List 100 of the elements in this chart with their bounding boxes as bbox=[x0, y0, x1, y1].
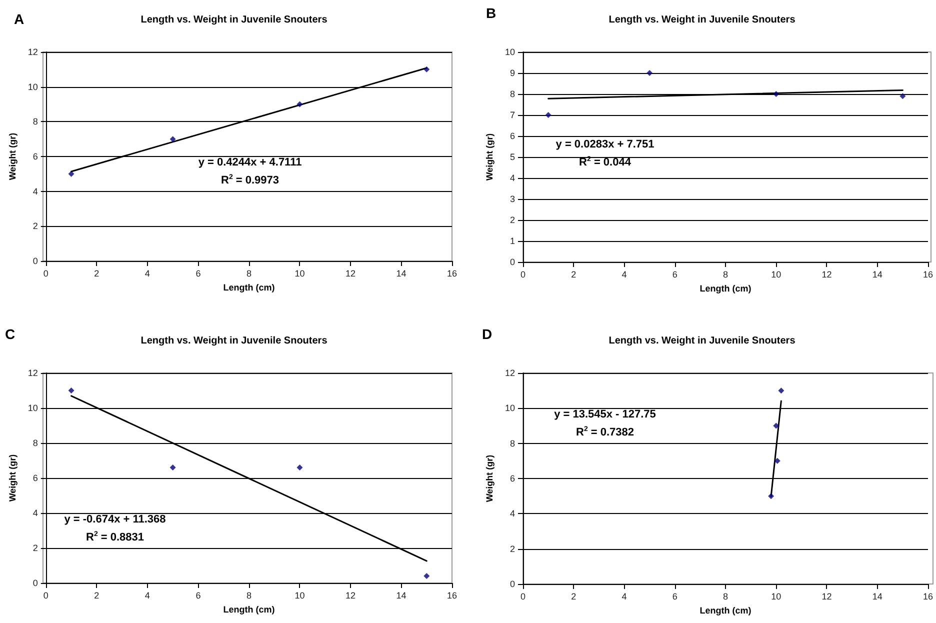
annotation: y = 0.4244x + 4.7111 bbox=[198, 156, 302, 168]
x-tick-label: 6 bbox=[196, 268, 201, 278]
x-tick-label: 10 bbox=[771, 592, 782, 602]
point bbox=[424, 66, 430, 72]
y-tick-label: 2 bbox=[510, 215, 515, 225]
chart-title: Length vs. Weight in Juvenile Snouters bbox=[608, 14, 796, 26]
x-tick-label: 14 bbox=[872, 592, 882, 602]
x-tick-label: 8 bbox=[246, 590, 252, 600]
point bbox=[646, 70, 653, 76]
point bbox=[774, 458, 780, 464]
x-tick-label: 0 bbox=[43, 268, 48, 278]
y-tick-label: 6 bbox=[32, 473, 38, 483]
y-tick-label: 0 bbox=[32, 256, 38, 266]
y-tick-label: 12 bbox=[28, 47, 38, 57]
point bbox=[900, 93, 906, 100]
y-axis-title: Weight (gr) bbox=[484, 454, 495, 502]
x-tick-label: 14 bbox=[872, 270, 882, 280]
y-tick-label: 7 bbox=[510, 110, 515, 120]
point bbox=[545, 112, 552, 118]
x-tick-label: 14 bbox=[396, 268, 406, 278]
point bbox=[773, 422, 780, 429]
annotation: y = 13.545x - 127.75 bbox=[554, 408, 656, 420]
chart-title: Length vs. Weight in Juvenile Snouters bbox=[140, 336, 328, 346]
x-axis-title: Length (cm) bbox=[223, 604, 275, 614]
text: C bbox=[5, 326, 16, 342]
y-tick-label: 6 bbox=[32, 152, 38, 162]
y-tick-label: 12 bbox=[504, 368, 515, 378]
annotation: y = -0.674x + 11.368 bbox=[64, 514, 166, 526]
point bbox=[68, 170, 74, 177]
point bbox=[424, 573, 430, 579]
point bbox=[68, 388, 74, 394]
x-tick-label: 10 bbox=[771, 270, 782, 280]
x-axis-title: Length (cm) bbox=[223, 282, 275, 292]
text: B bbox=[486, 5, 496, 21]
x-tick-label: 12 bbox=[345, 590, 356, 600]
y-tick-label: 0 bbox=[510, 257, 515, 267]
y-tick-label: 10 bbox=[504, 403, 515, 414]
y-axis-title: Weight (gr) bbox=[484, 133, 495, 181]
y-tick-label: 12 bbox=[28, 368, 38, 378]
y-tick-label: 4 bbox=[32, 508, 38, 518]
y-tick-label: 4 bbox=[510, 173, 515, 183]
y-tick-label: 10 bbox=[28, 403, 38, 413]
y-tick-label: 9 bbox=[510, 68, 515, 78]
y-axis-title: Weight (gr) bbox=[8, 454, 18, 502]
x-tick-label: 2 bbox=[571, 270, 576, 280]
x-tick-label: 12 bbox=[345, 268, 356, 278]
point bbox=[778, 388, 784, 394]
y-tick-label: 8 bbox=[32, 438, 38, 448]
x-axis-title: Length (cm) bbox=[700, 284, 752, 294]
chart-title: Length vs. Weight in Juvenile Snouters bbox=[608, 336, 796, 346]
x-tick-label: 4 bbox=[144, 590, 150, 600]
x-tick-label: 6 bbox=[672, 592, 678, 602]
x-tick-label: 16 bbox=[446, 590, 458, 600]
x-tick-label: 4 bbox=[622, 270, 627, 280]
x-tick-label: 2 bbox=[94, 590, 100, 600]
y-tick-label: 6 bbox=[510, 474, 515, 484]
text: A bbox=[14, 11, 24, 27]
point bbox=[768, 493, 774, 500]
annotation: y = 0.0283x + 7.751 bbox=[556, 138, 654, 150]
y-tick-label: 4 bbox=[32, 186, 38, 196]
x-tick-label: 16 bbox=[922, 270, 933, 280]
x-tick-label: 12 bbox=[822, 270, 832, 280]
x-tick-label: 4 bbox=[622, 592, 627, 602]
text: D bbox=[482, 326, 492, 342]
x-tick-label: 16 bbox=[922, 592, 933, 602]
x-tick-label: 6 bbox=[672, 270, 678, 280]
chart-title: Length vs. Weight in Juvenile Snouters bbox=[140, 14, 328, 26]
point bbox=[170, 136, 176, 142]
y-tick-label: 10 bbox=[28, 82, 38, 92]
x-tick-label: 0 bbox=[43, 590, 48, 600]
y-tick-label: 4 bbox=[510, 508, 515, 519]
point bbox=[773, 91, 780, 97]
y-tick-label: 6 bbox=[510, 131, 515, 141]
y-tick-label: 8 bbox=[510, 89, 515, 99]
y-tick-label: 1 bbox=[510, 236, 515, 246]
y-tick-label: 5 bbox=[510, 152, 515, 162]
y-tick-label: 3 bbox=[510, 194, 515, 204]
x-tick-label: 0 bbox=[520, 270, 526, 280]
x-tick-label: 8 bbox=[722, 592, 728, 602]
x-tick-label: 16 bbox=[446, 268, 458, 278]
y-tick-label: 0 bbox=[32, 578, 38, 588]
x-tick-label: 8 bbox=[246, 268, 252, 278]
x-axis-title: Length (cm) bbox=[700, 606, 752, 616]
y-tick-label: 8 bbox=[510, 438, 515, 448]
x-tick-label: 4 bbox=[144, 268, 150, 278]
y-tick-label: 2 bbox=[32, 221, 38, 232]
y-axis-title: Weight (gr) bbox=[8, 132, 18, 180]
x-tick-label: 10 bbox=[294, 590, 305, 600]
point bbox=[170, 464, 176, 470]
x-tick-label: 10 bbox=[294, 268, 305, 278]
x-tick-label: 0 bbox=[520, 592, 526, 602]
y-tick-label: 2 bbox=[510, 544, 515, 554]
x-tick-label: 12 bbox=[822, 592, 832, 602]
x-tick-label: 8 bbox=[722, 270, 728, 280]
y-tick-label: 0 bbox=[510, 579, 515, 589]
point bbox=[296, 464, 303, 470]
y-tick-label: 2 bbox=[32, 543, 38, 553]
point bbox=[296, 101, 303, 108]
y-tick-label: 10 bbox=[504, 47, 515, 57]
x-tick-label: 14 bbox=[396, 590, 406, 600]
